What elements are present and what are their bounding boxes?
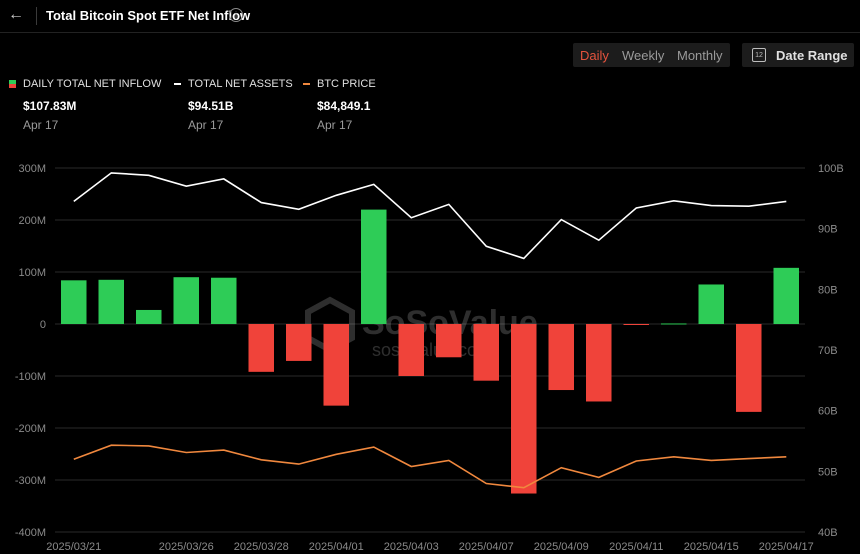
inflow-bar[interactable] — [773, 267, 800, 324]
y-right-tick-label: 80B — [818, 284, 838, 296]
x-tick-label: 2025/03/21 — [46, 541, 101, 553]
y-right-tick-label: 50B — [818, 466, 838, 478]
inflow-swatch — [9, 80, 16, 88]
legend-label: DAILY TOTAL NET INFLOW — [23, 78, 162, 90]
y-left-tick-label: 200M — [18, 215, 46, 227]
inflow-bar[interactable] — [586, 324, 612, 402]
inflow-bar[interactable] — [436, 324, 462, 358]
inflow-bar[interactable] — [623, 324, 650, 325]
info-icon[interactable]: i — [229, 8, 243, 22]
period-weekly-button[interactable]: Weekly — [622, 48, 665, 63]
header-divider — [36, 7, 37, 25]
y-left-tick-label: -400M — [15, 527, 46, 539]
x-tick-label: 2025/03/26 — [159, 541, 214, 553]
inflow-bar[interactable] — [173, 277, 200, 324]
calendar-icon: 12 — [752, 48, 766, 62]
inflow-bar[interactable] — [398, 324, 425, 376]
date-range-label: Date Range — [776, 48, 848, 63]
inflow-bar[interactable] — [548, 324, 575, 391]
legend-date: Apr 17 — [23, 118, 59, 132]
period-daily-button[interactable]: Daily — [580, 48, 609, 63]
y-right-tick-label: 60B — [818, 406, 838, 418]
legend-label: TOTAL NET ASSETS — [188, 78, 293, 90]
x-tick-label: 2025/04/01 — [309, 541, 364, 553]
header-bar: ← Total Bitcoin Spot ETF Net Inflow i — [0, 0, 860, 32]
y-right-tick-label: 70B — [818, 345, 838, 357]
x-tick-label: 2025/04/09 — [534, 541, 589, 553]
inflow-bar[interactable] — [286, 324, 312, 361]
y-left-tick-label: -100M — [15, 371, 46, 383]
legend-value: $94.51B — [188, 99, 234, 113]
inflow-bar[interactable] — [736, 324, 762, 412]
legend-date: Apr 17 — [188, 118, 224, 132]
net-assets-line — [73, 172, 787, 260]
y-left-tick-label: -300M — [15, 475, 46, 487]
legend-date: Apr 17 — [317, 118, 353, 132]
y-right-tick-label: 90B — [818, 224, 838, 236]
x-tick-label: 2025/04/15 — [684, 541, 739, 553]
inflow-bar[interactable] — [136, 309, 162, 324]
header-separator — [0, 32, 860, 33]
legend-value: $107.83M — [23, 99, 77, 113]
inflow-bar[interactable] — [61, 280, 87, 324]
y-left-tick-label: 100M — [18, 267, 46, 279]
x-tick-label: 2025/04/11 — [609, 541, 663, 553]
legend-value: $84,849.1 — [317, 99, 371, 113]
net-assets-swatch — [174, 83, 181, 85]
x-tick-label: 2025/03/28 — [234, 541, 289, 553]
lines-layer — [73, 172, 787, 489]
x-tick-label: 2025/04/17 — [759, 541, 814, 553]
bars-layer — [61, 209, 800, 494]
inflow-bar[interactable] — [698, 284, 725, 324]
period-toggle: Daily Weekly Monthly — [573, 43, 730, 67]
inflow-bar[interactable] — [248, 324, 275, 372]
inflow-bar[interactable] — [511, 324, 537, 494]
inflow-bar[interactable] — [211, 277, 237, 324]
y-right-tick-label: 40B — [818, 527, 838, 539]
date-range-button[interactable]: 12 Date Range — [742, 43, 854, 67]
y-right-tick-label: 100B — [818, 163, 844, 175]
inflow-bar[interactable] — [323, 324, 350, 406]
x-tick-label: 2025/04/07 — [459, 541, 514, 553]
y-left-tick-label: -200M — [15, 423, 46, 435]
arrow-left-icon[interactable]: ← — [8, 6, 24, 23]
period-monthly-button[interactable]: Monthly — [677, 48, 723, 63]
inflow-bar[interactable] — [473, 324, 500, 381]
y-left-tick-label: 300M — [18, 163, 46, 175]
y-left-tick-label: 0 — [40, 319, 46, 331]
btc-price-swatch — [303, 83, 310, 85]
legend-label: BTC PRICE — [317, 78, 376, 90]
inflow-bar[interactable] — [98, 279, 125, 324]
axis-layer: 300M 200M 100M 0 -100M -200M -300M -400M 100B 90B… — [15, 163, 844, 553]
inflow-bar[interactable] — [661, 323, 687, 325]
page-title: Total Bitcoin Spot ETF Net Inflow — [46, 8, 251, 23]
inflow-bar[interactable] — [361, 209, 387, 324]
x-tick-label: 2025/04/03 — [384, 541, 439, 553]
btc-price-line — [73, 444, 787, 489]
